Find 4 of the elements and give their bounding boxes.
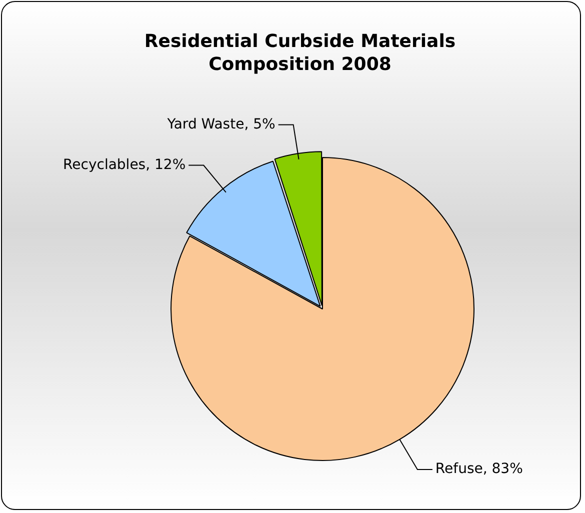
slice-label: Recyclables, 12% xyxy=(63,156,186,173)
slice-label: Refuse, 83% xyxy=(435,461,523,478)
chart-title: Residential Curbside Materials Composition 2008 xyxy=(143,30,457,76)
slice-label: Yard Waste, 5% xyxy=(166,116,276,132)
